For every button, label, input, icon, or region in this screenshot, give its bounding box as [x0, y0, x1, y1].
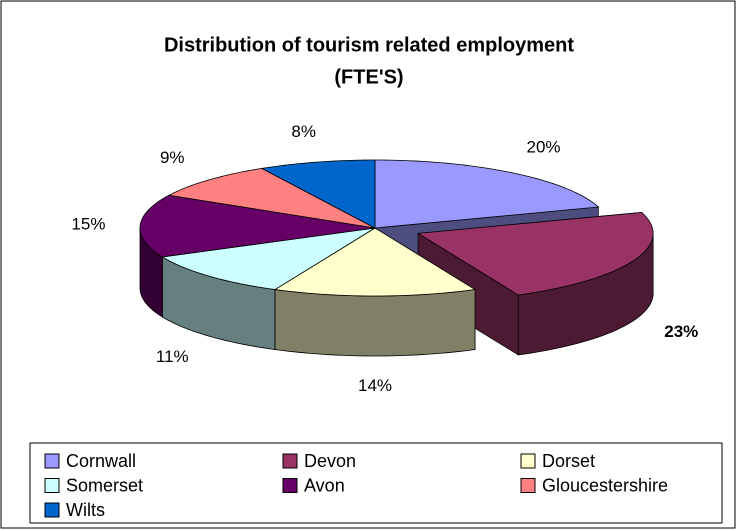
legend-swatch: [520, 478, 536, 493]
data-label: 9%: [160, 148, 185, 167]
legend-swatch: [282, 453, 298, 469]
legend-label: Wilts: [66, 500, 105, 520]
data-label: 20%: [527, 138, 561, 157]
chart-title: Distribution of tourism related employme…: [164, 34, 574, 56]
legend-swatch: [282, 478, 298, 493]
data-label: 15%: [71, 214, 105, 233]
data-label: 8%: [291, 122, 316, 141]
slice: [260, 159, 376, 229]
slice: [416, 211, 654, 296]
legend-box: [29, 442, 723, 524]
slice: [167, 167, 376, 229]
legend-label: Dorset: [542, 451, 595, 471]
legend-label: Cornwall: [66, 451, 136, 471]
chart-title: (FTE'S): [334, 66, 403, 88]
legend-swatch: [44, 502, 60, 518]
legend-label: Devon: [304, 451, 356, 471]
data-label: 23%: [664, 322, 698, 341]
legend-swatch: [520, 453, 536, 469]
slice: [139, 194, 376, 258]
data-label: 11%: [156, 347, 189, 366]
legend-label: Avon: [304, 475, 345, 495]
slice: [273, 227, 477, 297]
legend-swatch: [44, 453, 60, 469]
legend-label: Somerset: [66, 475, 143, 495]
slice: [161, 227, 376, 290]
slice-wall: [274, 289, 476, 357]
slice: [374, 159, 600, 229]
legend-swatch: [44, 478, 60, 493]
legend-label: Gloucestershire: [542, 475, 668, 495]
data-label: 14%: [358, 376, 392, 395]
